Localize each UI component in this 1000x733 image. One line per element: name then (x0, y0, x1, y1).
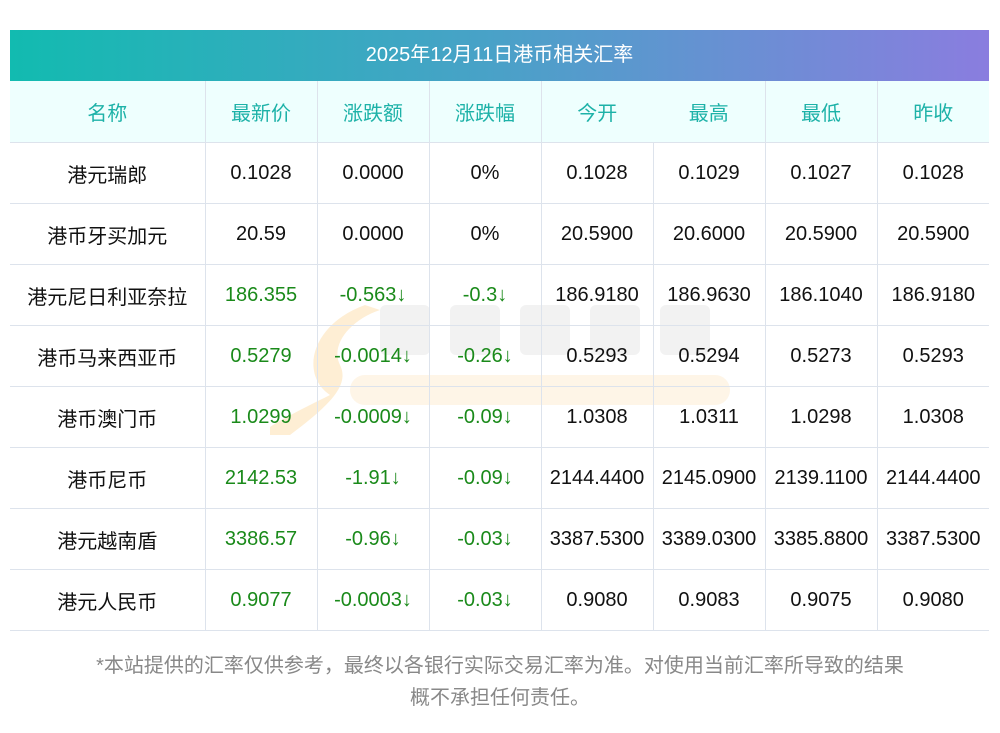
rates-panel: 2025年12月11日港币相关汇率 名称最新价涨跌额涨跌幅今开最高最低昨收 港元… (10, 30, 989, 631)
currency-name: 港元人民币 (10, 570, 205, 631)
currency-name: 港元瑞郎 (10, 143, 205, 204)
currency-name: 港元越南盾 (10, 509, 205, 570)
rate-cell: 0.5279 (205, 326, 317, 387)
rate-cell: -0.0003↓ (317, 570, 429, 631)
rate-cell: 0.9080 (877, 570, 989, 631)
table-row: 港币澳门币1.0299-0.0009↓-0.09↓1.03081.03111.0… (10, 387, 989, 448)
table-row: 港元越南盾3386.57-0.96↓-0.03↓3387.53003389.03… (10, 509, 989, 570)
rate-cell: -0.3↓ (429, 265, 541, 326)
table-row: 港元瑞郎0.10280.00000%0.10280.10290.10270.10… (10, 143, 989, 204)
column-header: 昨收 (877, 81, 989, 143)
column-header: 涨跌额 (317, 81, 429, 143)
column-header: 最新价 (205, 81, 317, 143)
rates-table: 名称最新价涨跌额涨跌幅今开最高最低昨收 港元瑞郎0.10280.00000%0.… (10, 81, 989, 631)
header-row: 名称最新价涨跌额涨跌幅今开最高最低昨收 (10, 81, 989, 143)
rate-cell: 0.9083 (653, 570, 765, 631)
currency-name: 港币马来西亚币 (10, 326, 205, 387)
rate-cell: 1.0299 (205, 387, 317, 448)
rate-cell: 0.5293 (877, 326, 989, 387)
rate-cell: 186.9180 (541, 265, 653, 326)
rate-cell: 2144.4400 (541, 448, 653, 509)
rate-cell: 3387.5300 (877, 509, 989, 570)
rate-cell: -0.03↓ (429, 570, 541, 631)
rate-cell: 0.1028 (877, 143, 989, 204)
disclaimer: *本站提供的汇率仅供参考，最终以各银行实际交易汇率为准。对使用当前汇率所导致的结… (0, 650, 1000, 714)
column-header: 今开 (541, 81, 653, 143)
rate-cell: 1.0298 (765, 387, 877, 448)
column-header: 最低 (765, 81, 877, 143)
rate-cell: 1.0308 (877, 387, 989, 448)
rate-cell: 0.0000 (317, 204, 429, 265)
rate-cell: 0.9077 (205, 570, 317, 631)
rate-cell: 0.1029 (653, 143, 765, 204)
rate-cell: 1.0311 (653, 387, 765, 448)
rate-cell: -0.0014↓ (317, 326, 429, 387)
rate-cell: 2142.53 (205, 448, 317, 509)
rate-cell: 1.0308 (541, 387, 653, 448)
currency-name: 港币尼币 (10, 448, 205, 509)
rate-cell: 3385.8800 (765, 509, 877, 570)
rate-cell: 0% (429, 143, 541, 204)
table-row: 港元人民币0.9077-0.0003↓-0.03↓0.90800.90830.9… (10, 570, 989, 631)
rate-cell: 186.9180 (877, 265, 989, 326)
currency-name: 港元尼日利亚奈拉 (10, 265, 205, 326)
rate-cell: 2144.4400 (877, 448, 989, 509)
rate-cell: 0.1028 (541, 143, 653, 204)
rate-cell: 0.1028 (205, 143, 317, 204)
rate-cell: -0.96↓ (317, 509, 429, 570)
rate-cell: 2139.1100 (765, 448, 877, 509)
rate-cell: 0.1027 (765, 143, 877, 204)
currency-name: 港币牙买加元 (10, 204, 205, 265)
rate-cell: 20.5900 (877, 204, 989, 265)
rate-cell: 0.0000 (317, 143, 429, 204)
rate-cell: 3386.57 (205, 509, 317, 570)
rate-cell: 0.5293 (541, 326, 653, 387)
rate-cell: -0.09↓ (429, 448, 541, 509)
table-title: 2025年12月11日港币相关汇率 (10, 30, 989, 81)
rate-cell: 0.9080 (541, 570, 653, 631)
table-row: 港币牙买加元20.590.00000%20.590020.600020.5900… (10, 204, 989, 265)
rate-cell: 20.59 (205, 204, 317, 265)
rate-cell: 3389.0300 (653, 509, 765, 570)
rate-cell: 0.9075 (765, 570, 877, 631)
rate-cell: -0.563↓ (317, 265, 429, 326)
rate-cell: 186.355 (205, 265, 317, 326)
currency-name: 港币澳门币 (10, 387, 205, 448)
rate-cell: -1.91↓ (317, 448, 429, 509)
rate-cell: 0.5273 (765, 326, 877, 387)
table-row: 港币尼币2142.53-1.91↓-0.09↓2144.44002145.090… (10, 448, 989, 509)
table-row: 港币马来西亚币0.5279-0.0014↓-0.26↓0.52930.52940… (10, 326, 989, 387)
rate-cell: -0.0009↓ (317, 387, 429, 448)
rate-cell: -0.09↓ (429, 387, 541, 448)
table-row: 港元尼日利亚奈拉186.355-0.563↓-0.3↓186.9180186.9… (10, 265, 989, 326)
disclaimer-line-1: *本站提供的汇率仅供参考，最终以各银行实际交易汇率为准。对使用当前汇率所导致的结… (0, 650, 1000, 682)
column-header: 名称 (10, 81, 205, 143)
rate-cell: 0% (429, 204, 541, 265)
rate-cell: 20.5900 (765, 204, 877, 265)
rate-cell: -0.03↓ (429, 509, 541, 570)
rate-cell: 20.6000 (653, 204, 765, 265)
disclaimer-line-2: 概不承担任何责任。 (0, 682, 1000, 714)
rate-cell: 20.5900 (541, 204, 653, 265)
rate-cell: 0.5294 (653, 326, 765, 387)
column-header: 涨跌幅 (429, 81, 541, 143)
rate-cell: 186.1040 (765, 265, 877, 326)
rate-cell: 186.9630 (653, 265, 765, 326)
column-header: 最高 (653, 81, 765, 143)
rate-cell: 3387.5300 (541, 509, 653, 570)
rate-cell: 2145.0900 (653, 448, 765, 509)
rate-cell: -0.26↓ (429, 326, 541, 387)
